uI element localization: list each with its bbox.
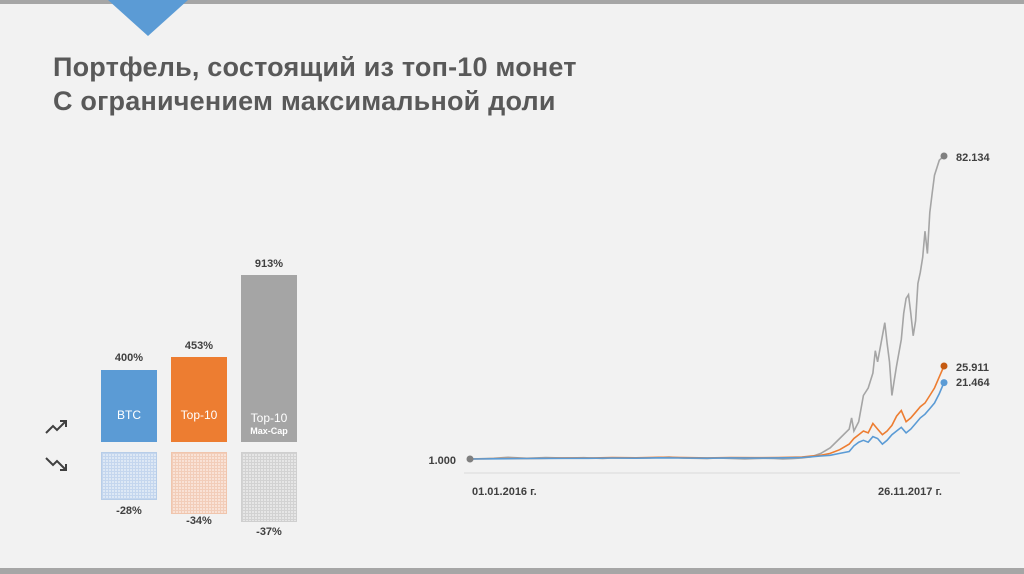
bar-value-btc: 400% [114, 352, 144, 364]
drawdown-value-top10: -34% [186, 515, 212, 527]
trend-up-icon [45, 420, 67, 434]
endpoint-dots [466, 152, 948, 463]
drawdown-value-top10-maxcap: -37% [256, 526, 282, 538]
bar-label-maxcap-sub: Max-Cap [250, 426, 288, 436]
slide-title: Портфель, состоящий из топ-10 монет С ог… [53, 50, 577, 118]
trend-down-icon [45, 457, 67, 471]
bar-label-top10-maxcap: Top-10 Max-Cap [241, 411, 297, 437]
drawdown-box-top10 [171, 452, 227, 514]
title-line-2: С ограничением максимальной доли [53, 86, 556, 116]
title-line-1: Портфель, состоящий из топ-10 монет [53, 52, 577, 82]
series-line-top10 [469, 365, 945, 460]
end-dot-btc [940, 379, 948, 387]
top-border [0, 0, 1024, 4]
bar-top10: Top-10 [171, 357, 227, 442]
end-dot-maxcap [940, 152, 948, 160]
bar-label-top10: Top-10 [180, 408, 218, 422]
series-line-top10-maxcap [469, 155, 945, 460]
end-dot-top10 [940, 362, 948, 370]
bar-value-top10-maxcap: 913% [254, 258, 284, 270]
end-label-top10: 25.911 [956, 362, 989, 374]
growth-line-chart: 1.000 01.01.2016 г. 26.11.2017 г. 82.134… [428, 152, 991, 498]
drawdown-box-btc [101, 452, 157, 500]
start-value-label: 1.000 [428, 455, 456, 467]
bar-btc: BTC [101, 370, 157, 442]
start-dot [466, 455, 474, 463]
x-start-label: 01.01.2016 г. [472, 486, 537, 498]
bar-label-maxcap-main: Top-10 [250, 411, 288, 425]
series-layer [469, 155, 945, 460]
end-label-maxcap: 82.134 [956, 152, 991, 164]
end-label-btc: 21.464 [956, 377, 991, 389]
bar-label-btc: BTC [117, 408, 141, 422]
series-line-btc [469, 382, 945, 460]
x-end-label: 26.11.2017 г. [878, 486, 942, 498]
corner-triangle-decoration [108, 0, 188, 36]
bottom-border [0, 568, 1024, 574]
bar-value-top10: 453% [184, 340, 214, 352]
drawdown-box-top10-maxcap [241, 452, 297, 522]
drawdown-value-btc: -28% [116, 505, 142, 517]
bar-top10-maxcap: Top-10 Max-Cap [241, 275, 297, 442]
